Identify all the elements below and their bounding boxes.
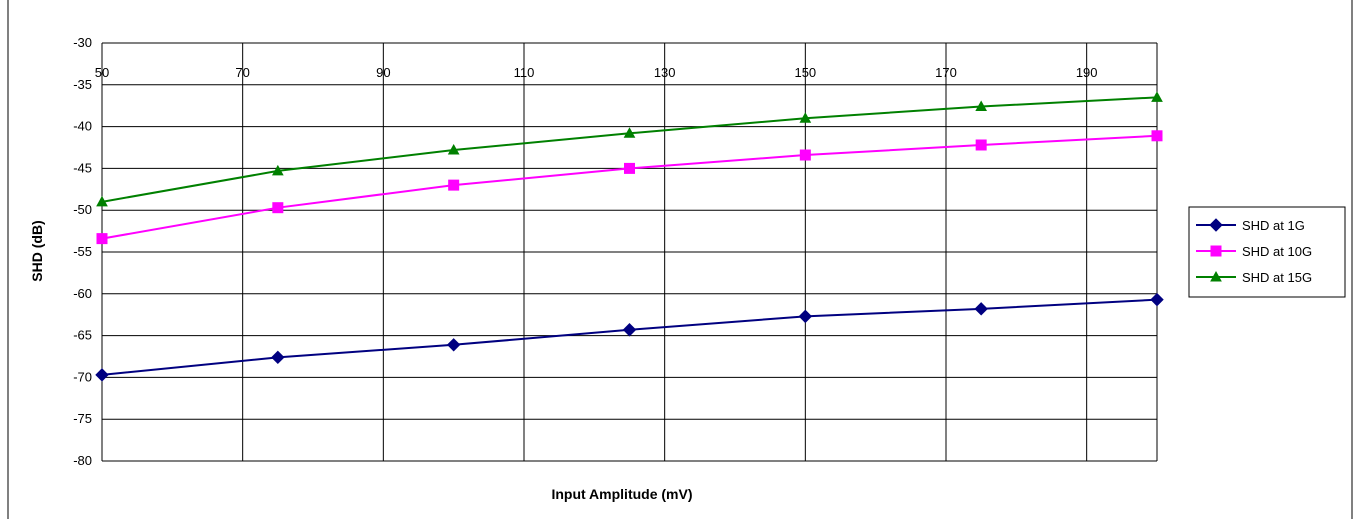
data-point <box>974 302 988 316</box>
y-tick-label: -75 <box>73 411 92 426</box>
y-tick-label: -80 <box>73 453 92 468</box>
data-point <box>272 202 284 214</box>
data-point <box>1151 91 1163 102</box>
y-tick-label: -45 <box>73 160 92 175</box>
data-point <box>798 309 813 324</box>
legend: SHD at 1G SHD at 10G SHD at 15G <box>1188 206 1346 298</box>
y-tick-label: -70 <box>73 369 92 384</box>
series-line <box>101 96 1158 203</box>
y-tick-labels: -30 -35 -40 -45 -50 -55 -60 -65 -70 -75 -80 <box>73 35 92 468</box>
data-point <box>799 149 811 161</box>
data-point <box>799 112 812 123</box>
legend-item: SHD at 15G <box>1196 270 1312 285</box>
data-point <box>95 368 109 382</box>
y-tick-label: -60 <box>73 286 92 301</box>
data-point <box>975 139 987 151</box>
x-tick-label: 150 <box>794 65 816 80</box>
data-point <box>1151 130 1163 142</box>
data-point <box>975 100 988 112</box>
data-point <box>447 143 460 155</box>
series-3 <box>96 91 1163 207</box>
legend-item: SHD at 10G <box>1196 244 1312 259</box>
x-tick-label: 130 <box>654 65 676 80</box>
data-point <box>96 233 108 245</box>
x-tick-label: 50 <box>95 65 109 80</box>
data-point <box>623 127 636 138</box>
legend-label: SHD at 10G <box>1242 244 1312 259</box>
series-line <box>101 298 1158 376</box>
x-tick-label: 90 <box>376 65 390 80</box>
y-axis-title: SHD (dB) <box>29 220 45 281</box>
legend-marker <box>1210 270 1222 282</box>
series-line <box>101 134 1158 240</box>
legend-item: SHD at 1G <box>1196 218 1305 233</box>
y-tick-label: -55 <box>73 244 92 259</box>
series-1 <box>95 292 1164 382</box>
x-tick-labels: 50 70 90 110 130 150 170 190 <box>95 65 1098 80</box>
x-axis-title: Input Amplitude (mV) <box>551 486 692 502</box>
series-layer <box>95 91 1164 382</box>
legend-marker <box>1209 218 1223 232</box>
x-tick-label: 170 <box>935 65 957 80</box>
x-tick-label: 110 <box>514 65 535 80</box>
legend-marker <box>1210 245 1222 257</box>
data-point <box>624 162 635 174</box>
x-tick-label: 190 <box>1076 65 1098 80</box>
data-point <box>271 350 285 365</box>
legend-label: SHD at 15G <box>1242 270 1312 285</box>
data-point <box>96 195 108 207</box>
data-point <box>1150 292 1164 307</box>
series-2 <box>96 130 1163 245</box>
legend-label: SHD at 1G <box>1242 218 1305 233</box>
data-point <box>271 164 284 176</box>
data-point <box>446 338 461 352</box>
x-tick-label: 70 <box>235 65 249 80</box>
y-tick-label: -35 <box>73 77 92 92</box>
data-point <box>622 323 637 337</box>
y-tick-label: -40 <box>73 119 92 134</box>
y-tick-label: -65 <box>73 328 92 343</box>
y-tick-label: -50 <box>73 202 92 217</box>
y-tick-label: -30 <box>73 35 92 50</box>
data-point <box>448 179 460 191</box>
